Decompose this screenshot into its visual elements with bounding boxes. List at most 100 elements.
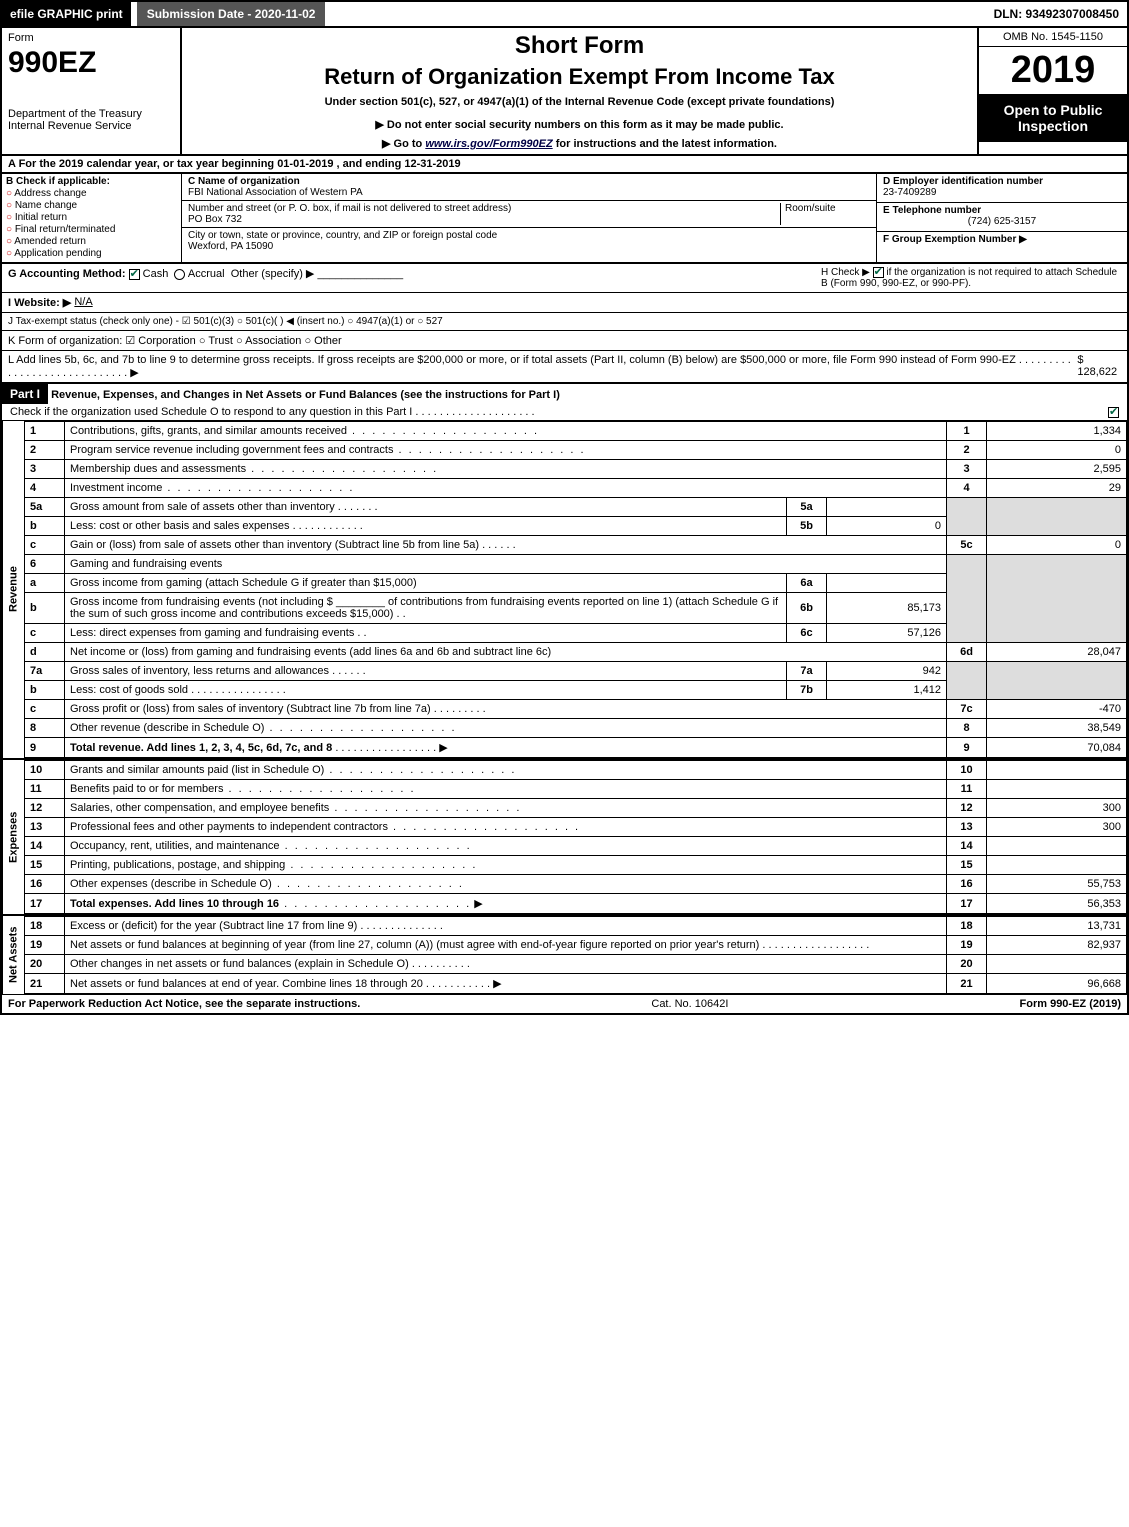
footer-right: Form 990-EZ (2019) — [1020, 998, 1121, 1010]
cash-label: Cash — [143, 268, 169, 280]
chk-final-return[interactable]: Final return/terminated — [6, 224, 177, 235]
i-label: I Website: ▶ — [8, 296, 71, 309]
d-label: D Employer identification number — [883, 176, 1121, 187]
row-i: I Website: ▶ N/A — [0, 293, 1129, 313]
line-9: 9Total revenue. Add lines 1, 2, 3, 4, 5c… — [25, 738, 1127, 758]
city-label: City or town, state or province, country… — [188, 230, 870, 241]
form-number: 990EZ — [8, 46, 174, 80]
line-20: 20Other changes in net assets or fund ba… — [25, 955, 1127, 974]
line-8: 8Other revenue (describe in Schedule O)8… — [25, 719, 1127, 738]
line-21: 21Net assets or fund balances at end of … — [25, 974, 1127, 994]
netassets-side-label: Net Assets — [2, 916, 24, 994]
header-center: Short Form Return of Organization Exempt… — [182, 28, 977, 154]
row-k: K Form of organization: ☑ Corporation ○ … — [0, 331, 1129, 351]
l5b-desc: Less: cost or other basis and sales expe… — [70, 520, 290, 532]
header-right: OMB No. 1545-1150 2019 Open to Public In… — [977, 28, 1127, 154]
l17-desc: Total expenses. Add lines 10 through 16 — [70, 898, 279, 910]
line-4: 4Investment income429 — [25, 479, 1127, 498]
l5a-desc: Gross amount from sale of assets other t… — [70, 501, 335, 513]
short-form: Short Form — [186, 32, 973, 60]
info-row: B Check if applicable: Address change Na… — [0, 174, 1129, 264]
line-3: 3Membership dues and assessments32,595 — [25, 460, 1127, 479]
l6b-d1: Gross income from fundraising events (no… — [70, 596, 333, 608]
revenue-side-label: Revenue — [2, 421, 24, 758]
top-bar: efile GRAPHIC print Submission Date - 20… — [0, 0, 1129, 28]
l14-desc: Occupancy, rent, utilities, and maintena… — [70, 840, 280, 852]
goto-post: for instructions and the latest informat… — [553, 138, 777, 150]
l6c-desc: Less: direct expenses from gaming and fu… — [70, 627, 354, 639]
goto-link[interactable]: www.irs.gov/Form990EZ — [425, 138, 552, 150]
goto-line: ▶ Go to www.irs.gov/Form990EZ for instru… — [186, 137, 973, 150]
room-label: Room/suite — [780, 203, 870, 225]
dept-irs: Internal Revenue Service — [8, 120, 174, 132]
page-footer: For Paperwork Reduction Act Notice, see … — [0, 994, 1129, 1015]
row-j: J Tax-exempt status (check only one) - ☑… — [0, 313, 1129, 331]
chk-address-change[interactable]: Address change — [6, 188, 177, 199]
ssn-warning: ▶ Do not enter social security numbers o… — [186, 118, 973, 131]
l20-desc: Other changes in net assets or fund bala… — [70, 958, 409, 970]
part1-check-text: Check if the organization used Schedule … — [10, 406, 535, 418]
l18-desc: Excess or (deficit) for the year (Subtra… — [70, 920, 357, 932]
line-14: 14Occupancy, rent, utilities, and mainte… — [25, 837, 1127, 856]
chk-name-change[interactable]: Name change — [6, 200, 177, 211]
form-word: Form — [8, 32, 174, 44]
g-label: G Accounting Method: — [8, 268, 126, 280]
goto-pre: ▶ Go to — [382, 138, 425, 150]
chk-h[interactable] — [873, 267, 884, 278]
chk-amended-return[interactable]: Amended return — [6, 236, 177, 247]
part1-title: Revenue, Expenses, and Changes in Net As… — [51, 389, 560, 401]
l3-desc: Membership dues and assessments — [70, 463, 246, 475]
l4-desc: Investment income — [70, 482, 162, 494]
l7c-desc: Gross profit or (loss) from sales of inv… — [70, 703, 431, 715]
row-l: L Add lines 5b, 6c, and 7b to line 9 to … — [0, 351, 1129, 384]
c-label: C Name of organization — [188, 176, 870, 187]
line-12: 12Salaries, other compensation, and empl… — [25, 799, 1127, 818]
l7b-desc: Less: cost of goods sold — [70, 684, 188, 696]
box-c: C Name of organization FBI National Asso… — [182, 174, 877, 262]
tax-year-big: 2019 — [979, 47, 1127, 94]
org-address: PO Box 732 — [188, 214, 780, 225]
footer-left: For Paperwork Reduction Act Notice, see … — [8, 998, 360, 1010]
num-label: Number and street (or P. O. box, if mail… — [188, 203, 780, 214]
l1-desc: Contributions, gifts, grants, and simila… — [70, 425, 347, 437]
line-10: 10Grants and similar amounts paid (list … — [25, 761, 1127, 780]
chk-accrual[interactable] — [174, 269, 185, 280]
dept-treasury: Department of the Treasury — [8, 108, 174, 120]
other-label: Other (specify) ▶ — [231, 268, 315, 280]
revenue-section: Revenue 1Contributions, gifts, grants, a… — [0, 421, 1129, 758]
row-g-h: G Accounting Method: Cash Accrual Other … — [0, 264, 1129, 293]
part1-label: Part I — [2, 384, 48, 404]
l10-desc: Grants and similar amounts paid (list in… — [70, 764, 324, 776]
line-7c: cGross profit or (loss) from sales of in… — [25, 700, 1127, 719]
h-pre: H Check ▶ — [821, 267, 873, 278]
row-l-amount: $ 128,622 — [1077, 354, 1121, 379]
form-header: Form 990EZ Department of the Treasury In… — [0, 28, 1129, 156]
omb-number: OMB No. 1545-1150 — [979, 28, 1127, 47]
under-section: Under section 501(c), 527, or 4947(a)(1)… — [186, 96, 973, 108]
expenses-table: 10Grants and similar amounts paid (list … — [24, 760, 1127, 914]
row-l-text: L Add lines 5b, 6c, and 7b to line 9 to … — [8, 354, 1074, 379]
expenses-section: Expenses 10Grants and similar amounts pa… — [0, 758, 1129, 914]
l8-desc: Other revenue (describe in Schedule O) — [70, 722, 264, 734]
phone: (724) 625-3157 — [883, 216, 1121, 227]
box-def: D Employer identification number 23-7409… — [877, 174, 1127, 262]
efile-label[interactable]: efile GRAPHIC print — [2, 2, 131, 26]
chk-application-pending[interactable]: Application pending — [6, 248, 177, 259]
netassets-table: 18Excess or (deficit) for the year (Subt… — [24, 916, 1127, 994]
chk-cash[interactable] — [129, 269, 140, 280]
row-a-tax-year: A For the 2019 calendar year, or tax yea… — [0, 156, 1129, 174]
chk-initial-return[interactable]: Initial return — [6, 212, 177, 223]
header-left: Form 990EZ Department of the Treasury In… — [2, 28, 182, 154]
l15-desc: Printing, publications, postage, and shi… — [70, 859, 285, 871]
line-15: 15Printing, publications, postage, and s… — [25, 856, 1127, 875]
line-2: 2Program service revenue including gover… — [25, 441, 1127, 460]
org-city: Wexford, PA 15090 — [188, 241, 870, 252]
line-19: 19Net assets or fund balances at beginni… — [25, 936, 1127, 955]
l5c-desc: Gain or (loss) from sale of assets other… — [70, 539, 479, 551]
ein: 23-7409289 — [883, 187, 1121, 198]
line-11: 11Benefits paid to or for members11 — [25, 780, 1127, 799]
l21-desc: Net assets or fund balances at end of ye… — [70, 978, 423, 990]
l12-desc: Salaries, other compensation, and employ… — [70, 802, 329, 814]
part1-check-box[interactable] — [1108, 407, 1119, 418]
open-to-public: Open to Public Inspection — [979, 94, 1127, 142]
